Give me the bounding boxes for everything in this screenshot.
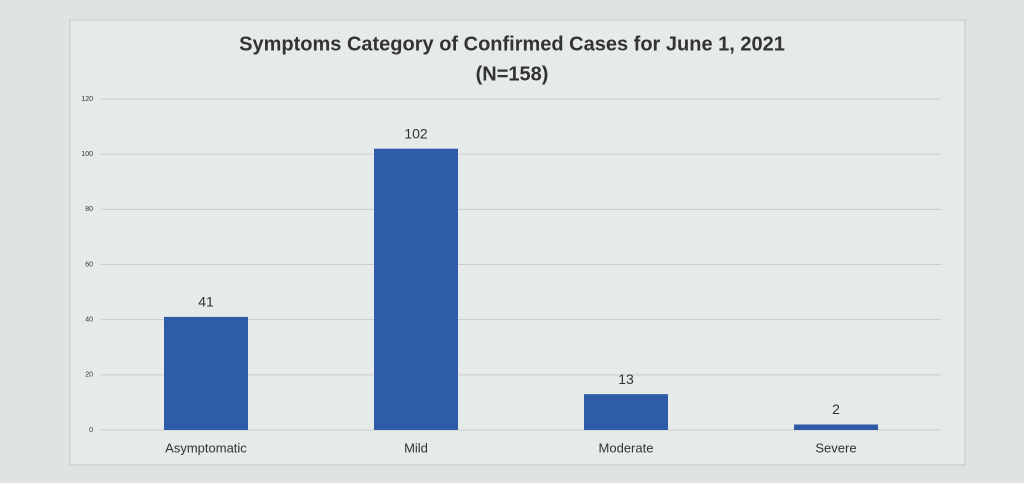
data-label: 102 xyxy=(404,125,428,141)
data-label: 2 xyxy=(832,401,840,417)
data-label: 41 xyxy=(198,294,214,310)
y-tick-label: 120 xyxy=(81,96,93,103)
bar xyxy=(374,148,458,430)
bar xyxy=(164,316,248,430)
bar xyxy=(794,424,878,430)
x-tick-label: Moderate xyxy=(599,440,654,455)
y-tick-label: 100 xyxy=(81,151,93,158)
x-tick-label: Asymptomatic xyxy=(165,440,247,455)
y-tick-label: 40 xyxy=(85,317,93,324)
y-tick-label: 60 xyxy=(85,261,93,268)
y-tick-label: 20 xyxy=(85,372,93,379)
data-label: 13 xyxy=(618,371,634,387)
x-tick-label: Severe xyxy=(815,440,856,455)
y-tick-label: 0 xyxy=(89,427,93,434)
bar xyxy=(584,394,668,430)
x-tick-label: Mild xyxy=(404,440,428,455)
chart-subtitle: (N=158) xyxy=(476,63,549,85)
y-tick-label: 80 xyxy=(85,206,93,213)
chart-title: Symptoms Category of Confirmed Cases for… xyxy=(239,33,785,55)
